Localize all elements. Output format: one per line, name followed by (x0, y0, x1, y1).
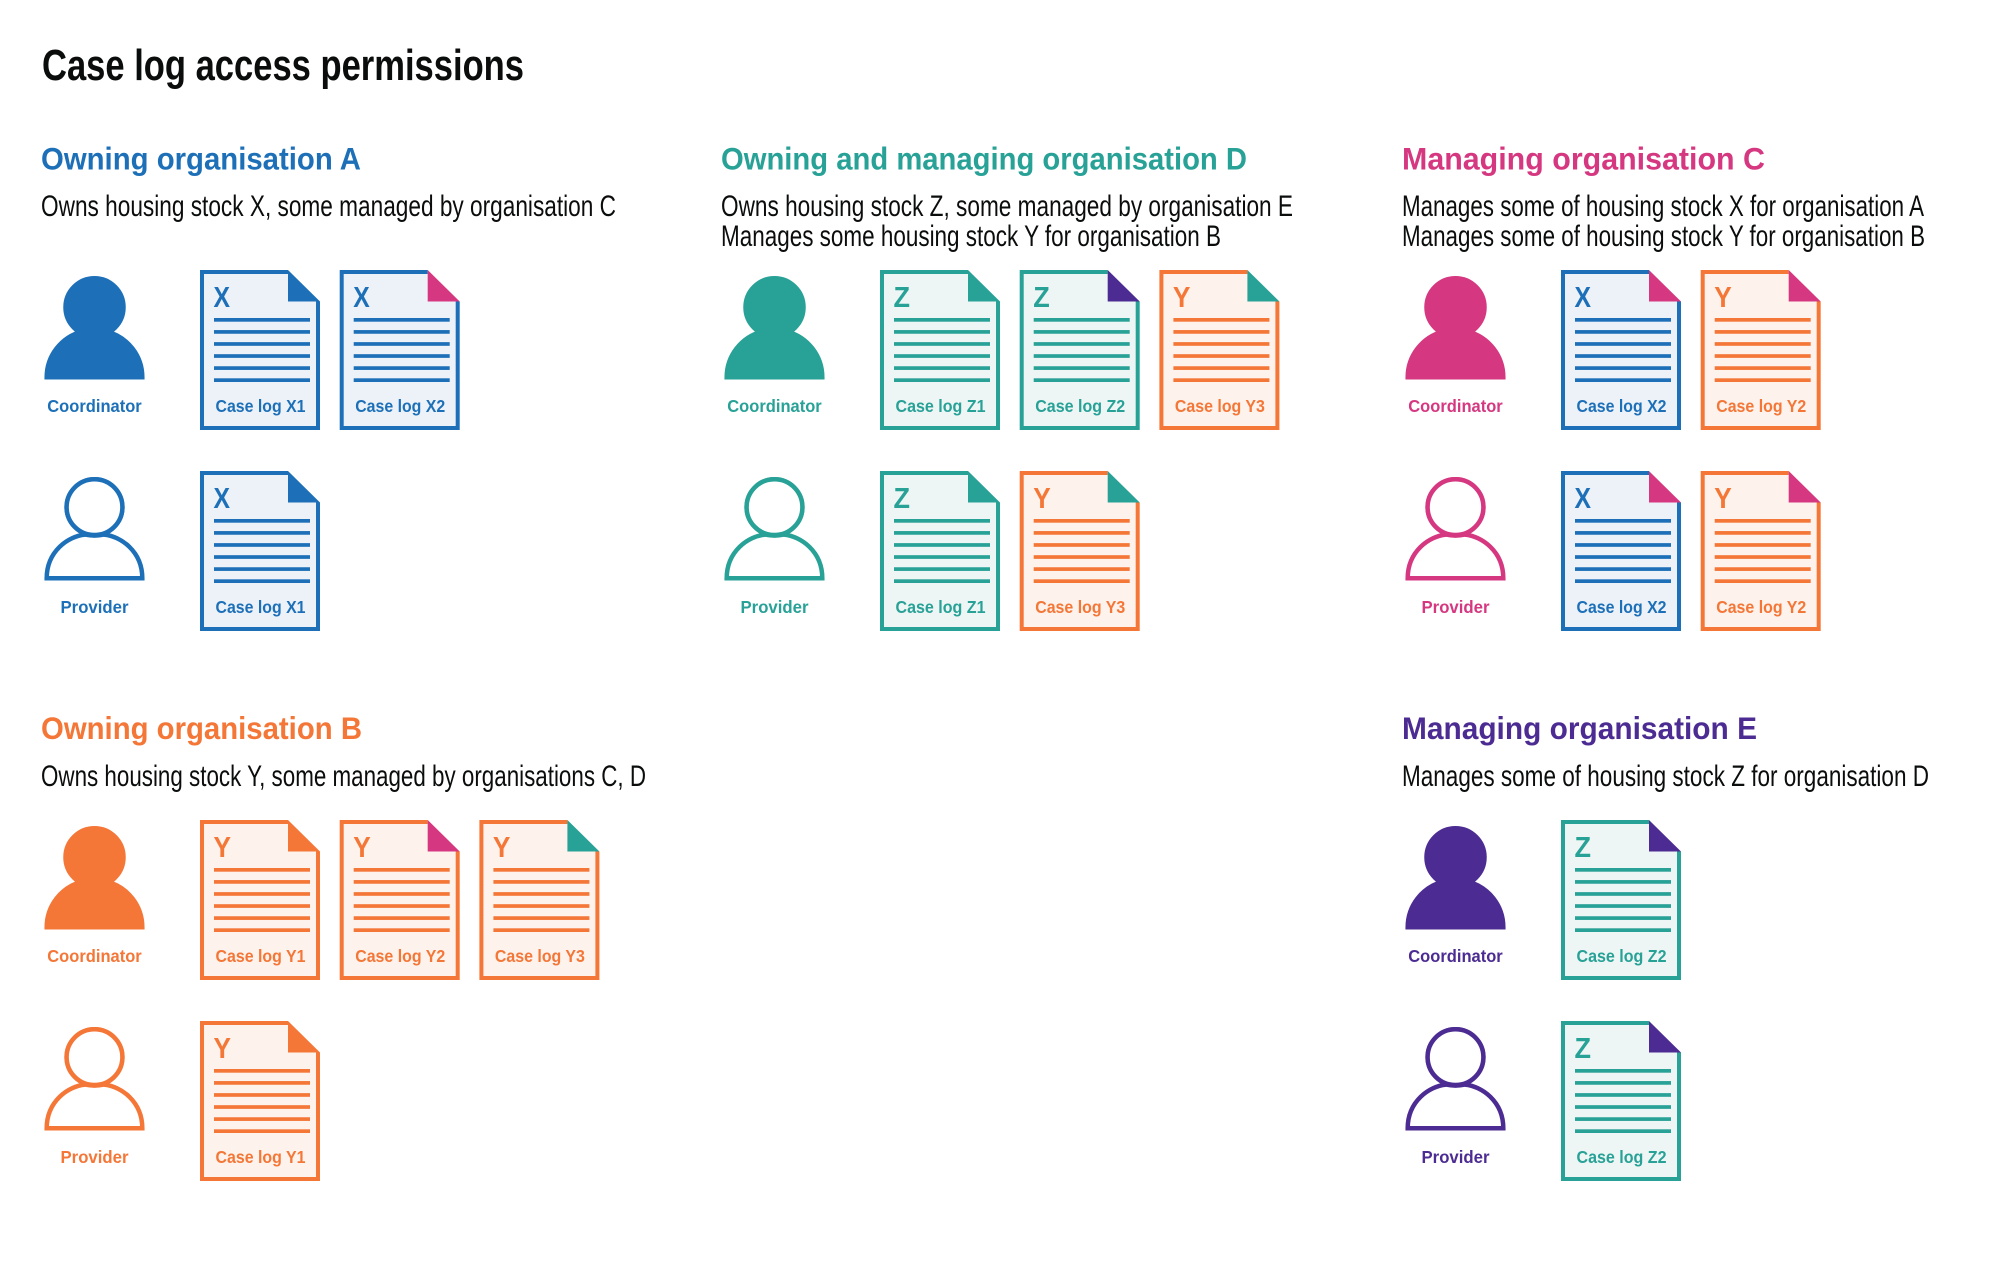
svg-text:Coordinator: Coordinator (1408, 396, 1503, 416)
svg-text:Case log Z2: Case log Z2 (1577, 1147, 1667, 1167)
svg-text:Case log Y1: Case log Y1 (216, 1147, 306, 1167)
svg-text:Owning organisation A: Owning organisation A (41, 141, 361, 177)
svg-text:Z: Z (1575, 1033, 1592, 1065)
svg-text:Case log X1: Case log X1 (216, 597, 306, 617)
svg-text:Case log Y2: Case log Y2 (1716, 396, 1806, 416)
svg-text:Case log access permissions: Case log access permissions (42, 41, 524, 90)
svg-text:Y: Y (214, 1033, 232, 1065)
svg-text:Case log X1: Case log X1 (216, 396, 306, 416)
svg-text:Y: Y (214, 832, 232, 864)
svg-text:Y: Y (1714, 483, 1732, 515)
svg-text:Case log X2: Case log X2 (1577, 396, 1667, 416)
svg-text:Manages some of housing stock: Manages some of housing stock Z for orga… (1402, 760, 1929, 793)
svg-text:Y: Y (1714, 282, 1732, 314)
svg-text:Manages some housing stock Y f: Manages some housing stock Y for organis… (721, 220, 1221, 253)
svg-text:Coordinator: Coordinator (47, 946, 142, 966)
svg-text:X: X (214, 483, 231, 515)
svg-text:X: X (1575, 483, 1592, 515)
svg-text:Managing organisation E: Managing organisation E (1402, 710, 1757, 746)
svg-text:Y: Y (1173, 282, 1191, 314)
svg-text:Provider: Provider (741, 597, 809, 617)
svg-text:Case log Z2: Case log Z2 (1035, 396, 1125, 416)
svg-text:Owns housing stock Z, some man: Owns housing stock Z, some managed by or… (721, 190, 1293, 223)
svg-text:Provider: Provider (61, 1147, 129, 1167)
svg-text:Case log Z1: Case log Z1 (896, 396, 986, 416)
svg-text:Z: Z (1575, 832, 1592, 864)
svg-text:Managing organisation C: Managing organisation C (1402, 141, 1765, 177)
svg-text:Case log Y3: Case log Y3 (1175, 396, 1265, 416)
svg-text:Z: Z (894, 483, 911, 515)
svg-text:Manages some of housing stock: Manages some of housing stock Y for orga… (1402, 220, 1925, 253)
svg-text:Case log Y1: Case log Y1 (216, 946, 306, 966)
svg-text:X: X (214, 282, 231, 314)
svg-text:Case log Y3: Case log Y3 (495, 946, 585, 966)
svg-text:Z: Z (894, 282, 911, 314)
svg-text:Case log Z1: Case log Z1 (896, 597, 986, 617)
svg-text:Manages some of housing stock: Manages some of housing stock X for orga… (1402, 190, 1924, 223)
svg-text:Owning and managing organisati: Owning and managing organisation D (721, 141, 1247, 177)
svg-text:Owning organisation B: Owning organisation B (41, 710, 362, 746)
svg-text:Provider: Provider (1422, 597, 1490, 617)
svg-text:Y: Y (353, 832, 371, 864)
svg-text:Coordinator: Coordinator (1408, 946, 1503, 966)
svg-text:Coordinator: Coordinator (727, 396, 822, 416)
svg-text:Case log Y2: Case log Y2 (355, 946, 445, 966)
svg-text:Case log Y3: Case log Y3 (1035, 597, 1125, 617)
svg-text:Coordinator: Coordinator (47, 396, 142, 416)
svg-text:X: X (1575, 282, 1592, 314)
svg-text:Case log Z2: Case log Z2 (1577, 946, 1667, 966)
svg-text:X: X (353, 282, 370, 314)
svg-text:Case log X2: Case log X2 (355, 396, 445, 416)
svg-text:Owns housing stock Y, some man: Owns housing stock Y, some managed by or… (41, 760, 646, 793)
svg-text:Y: Y (1033, 483, 1051, 515)
svg-text:Z: Z (1033, 282, 1050, 314)
svg-text:Owns housing stock X, some man: Owns housing stock X, some managed by or… (41, 190, 616, 223)
svg-text:Case log Y2: Case log Y2 (1716, 597, 1806, 617)
svg-text:Case log X2: Case log X2 (1577, 597, 1667, 617)
svg-text:Y: Y (493, 832, 511, 864)
svg-text:Provider: Provider (1422, 1147, 1490, 1167)
svg-text:Provider: Provider (61, 597, 129, 617)
